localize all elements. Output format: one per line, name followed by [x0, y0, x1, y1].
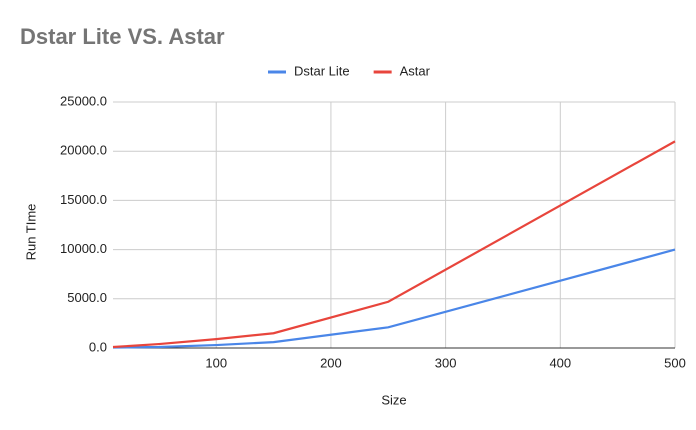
y-tick-label: 0.0 [89, 339, 107, 354]
data-line [112, 248, 676, 349]
x-axis-label: Size [381, 392, 406, 407]
chart-title: Dstar Lite VS. Astar [20, 24, 225, 49]
x-tick-label: 400 [549, 355, 571, 370]
y-axis-label: Run TIme [23, 204, 38, 261]
y-tick-label: 20000.0 [60, 143, 107, 158]
y-tick-label: 5000.0 [67, 290, 107, 305]
x-tick-label: 200 [320, 355, 342, 370]
x-tick-label: 100 [205, 355, 227, 370]
legend-label: Astar [400, 63, 431, 78]
data-line [112, 140, 676, 349]
x-tick-label: 300 [435, 355, 457, 370]
y-tick-label: 15000.0 [60, 192, 107, 207]
legend-label: Dstar Lite [294, 63, 350, 78]
y-tick-label: 10000.0 [60, 241, 107, 256]
x-tick-label: 500 [664, 355, 686, 370]
y-tick-label: 25000.0 [60, 93, 107, 108]
